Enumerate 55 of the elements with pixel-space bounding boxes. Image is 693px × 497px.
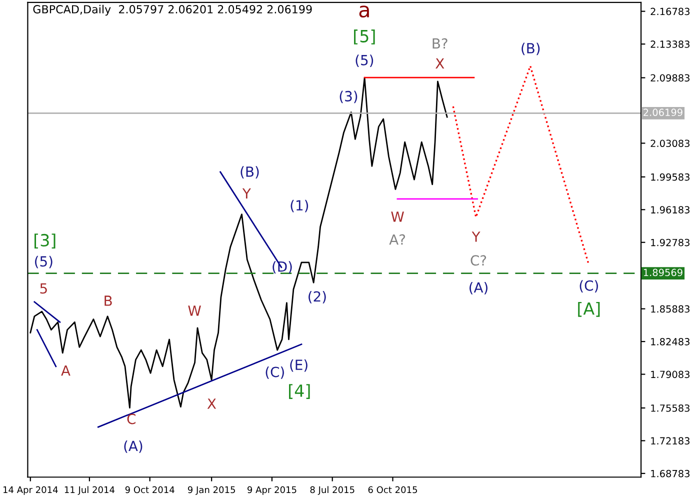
- ref-line-label: 1.89569: [644, 268, 682, 276]
- annotation: B: [104, 296, 112, 306]
- annotation: X: [207, 398, 216, 409]
- annotation: [4]: [289, 384, 310, 399]
- x-tick-label: 11 Jul 2014: [64, 486, 114, 495]
- x-tick-label: 8 Jul 2015: [310, 486, 354, 495]
- x-tick-label: 9 Oct 2014: [125, 486, 174, 494]
- y-tick-label: 1.99583: [651, 173, 690, 181]
- chart-title: GBPCAD,Daily 2.05797 2.06201 2.05492 2.06199: [33, 4, 312, 16]
- annotation: (B): [522, 42, 540, 56]
- annotation: (2): [308, 291, 326, 304]
- annotation: (5): [356, 54, 374, 68]
- annotation: (A): [124, 440, 142, 453]
- annotation: (1): [290, 200, 308, 212]
- y-tick-label: 1.68783: [651, 470, 690, 478]
- annotation: (5): [35, 256, 52, 268]
- y-tick-label: 2.03083: [650, 140, 690, 148]
- annotation: B?: [432, 38, 448, 49]
- y-tick-label: 2.13383: [650, 40, 690, 48]
- y-tick-label: 2.16783: [650, 8, 690, 16]
- annotation: Y: [472, 232, 480, 242]
- annotation: (D): [272, 261, 292, 274]
- annotation: X: [436, 58, 444, 68]
- x-tick-label: 9 Apr 2015: [248, 486, 296, 495]
- y-tick-label: 1.82483: [651, 338, 690, 346]
- annotation: 5: [40, 283, 47, 294]
- y-tick-label: 1.85883: [651, 305, 690, 313]
- ref-line-label: 2.06199: [644, 108, 682, 116]
- x-tick-label: 14 Apr 2014: [3, 486, 58, 495]
- y-tick-label: 1.92783: [651, 238, 690, 246]
- x-tick-label: 6 Oct 2015: [368, 486, 417, 494]
- annotation: W: [188, 306, 201, 316]
- annotation: [3]: [34, 234, 56, 248]
- annotation: (B): [240, 166, 259, 179]
- annotation: (3): [340, 90, 358, 104]
- annotation: a: [359, 6, 369, 18]
- line-series: [452, 65, 590, 266]
- annotation: (C): [266, 366, 284, 379]
- y-tick-label: 1.75583: [651, 404, 690, 412]
- annotation: C: [127, 414, 136, 424]
- annotation: (E): [290, 359, 308, 372]
- y-tick-label: 1.96183: [651, 206, 690, 214]
- annotation: (C): [580, 280, 598, 292]
- annotation: C?: [470, 255, 486, 266]
- annotation: [A]: [578, 302, 600, 317]
- y-tick-label: 1.72183: [651, 437, 690, 445]
- annotation: [5]: [354, 30, 375, 44]
- y-tick-label: 2.09883: [650, 74, 690, 82]
- y-tick-label: 1.79083: [651, 370, 690, 378]
- annotation: A?: [389, 234, 406, 245]
- annotation: (A): [470, 282, 488, 294]
- annotation: W: [391, 212, 404, 222]
- x-tick-label: 9 Jan 2015: [188, 486, 235, 495]
- annotation: A: [61, 365, 70, 376]
- annotation: Y: [242, 188, 251, 199]
